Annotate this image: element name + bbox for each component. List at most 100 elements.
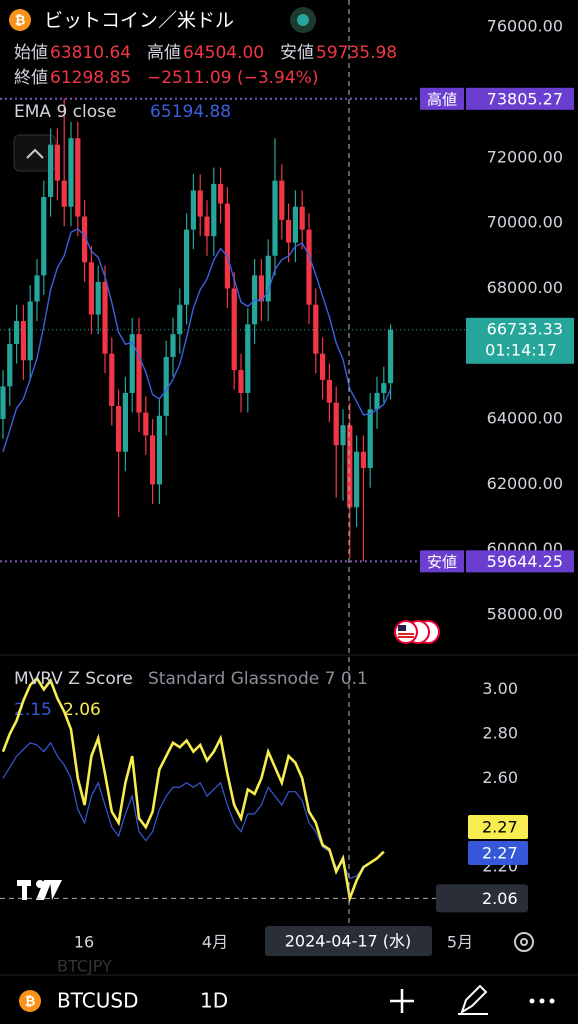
candle-body: [54, 144, 60, 181]
countdown: 01:14:17: [485, 340, 557, 359]
add-button[interactable]: [390, 989, 414, 1013]
candle-body: [75, 138, 81, 217]
candle-body: [258, 275, 264, 302]
price-tick-label: 68000.00: [487, 278, 563, 297]
last-price-tag: [466, 317, 574, 364]
candle-body: [292, 206, 298, 243]
indicator-legend-value: 2.15: [14, 700, 52, 720]
candle-body: [299, 206, 305, 230]
candle-body: [272, 180, 278, 256]
more-button[interactable]: [529, 998, 555, 1004]
candle-body: [279, 180, 285, 220]
indicator-legend-value: 2.06: [63, 700, 101, 720]
candle-body: [41, 196, 47, 276]
indicator-title: MVRV Z Score: [14, 669, 133, 689]
candle-body: [48, 144, 54, 197]
time-crosshair-tag: [265, 926, 432, 956]
extreme-value: 73805.27: [487, 89, 563, 108]
candle-body: [224, 203, 230, 289]
time-label: 5月: [447, 933, 473, 952]
indicator-last-value: 2.27: [482, 844, 518, 863]
symbol-name: ビットコイン／米ドル: [44, 10, 234, 32]
candle-body: [156, 415, 162, 485]
candle-body: [61, 180, 67, 207]
crosshair-tag: [436, 884, 528, 913]
candle-body: [204, 216, 210, 237]
candle-body: [381, 383, 387, 393]
candle-body: [333, 402, 339, 446]
extreme-tag: [420, 550, 464, 573]
draw-button[interactable]: [458, 984, 488, 1015]
candle-body: [218, 183, 224, 204]
candle-body: [326, 379, 332, 403]
extreme-tag: [420, 87, 464, 110]
watermark: BTCJPY: [57, 957, 112, 976]
btc-glyph: ₿: [15, 14, 26, 29]
price-tick-label: 72000.00: [487, 147, 563, 166]
ohlc-label: 高値: [147, 43, 181, 63]
time-label: 4月: [202, 933, 228, 952]
extreme-tag-label: 安値: [427, 553, 457, 571]
candle-body: [231, 288, 237, 371]
last-price: 66733.33: [487, 319, 563, 338]
price-tick-label: 58000.00: [487, 605, 563, 624]
settings-icon[interactable]: [514, 932, 534, 952]
candle-body: [347, 425, 353, 508]
ohlc-value: 59735.98: [316, 43, 397, 63]
tv-logo: [17, 880, 62, 900]
candle-body: [102, 281, 108, 354]
indicator-tick-label: 3.00: [482, 679, 518, 698]
status-dot: [297, 14, 309, 26]
candle-body: [116, 406, 122, 452]
extreme-value-tag: [466, 550, 574, 573]
candle-body: [129, 334, 135, 393]
candle-body: [354, 451, 360, 508]
btc-icon: [9, 9, 31, 31]
indicator-value: 65194.88: [150, 102, 231, 122]
candle-body: [184, 229, 190, 305]
indicator-params: Standard Glassnode 7 0.1: [148, 669, 368, 689]
footer-symbol[interactable]: BTCUSD: [57, 989, 138, 1013]
candle-body: [20, 321, 26, 361]
indicator-line: [1, 676, 385, 904]
indicator-tick-label: 2.60: [482, 768, 518, 787]
candle-body: [150, 435, 156, 485]
ohlc-value: 63810.64: [50, 43, 131, 63]
candle-body: [170, 334, 176, 358]
candle-body: [143, 412, 149, 436]
candle-body: [7, 343, 13, 387]
candle-body: [197, 190, 203, 217]
indicator-tick-label: 2.80: [482, 723, 518, 742]
candle-body: [27, 301, 33, 361]
ohlc-label: 安値: [280, 43, 314, 63]
indicator-last-tag: [468, 815, 528, 839]
candle-body: [177, 304, 183, 335]
chevron-up: [26, 148, 44, 159]
candle-body: [245, 324, 251, 393]
time-label: 16: [74, 933, 94, 952]
crosshair-value: 2.06: [482, 889, 518, 908]
candle-body: [68, 138, 74, 207]
candle-body: [265, 255, 271, 302]
ema-line: [2, 228, 392, 452]
price-change: −2511.09 (−3.94%): [147, 68, 318, 88]
candle-body: [82, 216, 88, 263]
time-crosshair: 2024-04-17 (水): [285, 932, 412, 951]
event-flags[interactable]: [394, 620, 440, 644]
indicator-last-value: 2.27: [482, 818, 518, 837]
extreme-tag-label: 高値: [427, 90, 457, 108]
footer-interval[interactable]: 1D: [200, 989, 228, 1013]
candle-body: [367, 409, 373, 469]
extreme-value: 59644.25: [487, 552, 563, 571]
price-tick-label: 62000.00: [487, 474, 563, 493]
candle-body: [340, 425, 346, 446]
candle-body: [122, 392, 128, 452]
candle-body: [0, 386, 6, 420]
ohlc-label: 終値: [14, 68, 48, 88]
candle-body: [313, 304, 319, 354]
candle-body: [136, 334, 142, 413]
candle-body: [211, 183, 217, 237]
candle-body: [238, 370, 244, 393]
price-tick-label: 64000.00: [487, 409, 563, 428]
